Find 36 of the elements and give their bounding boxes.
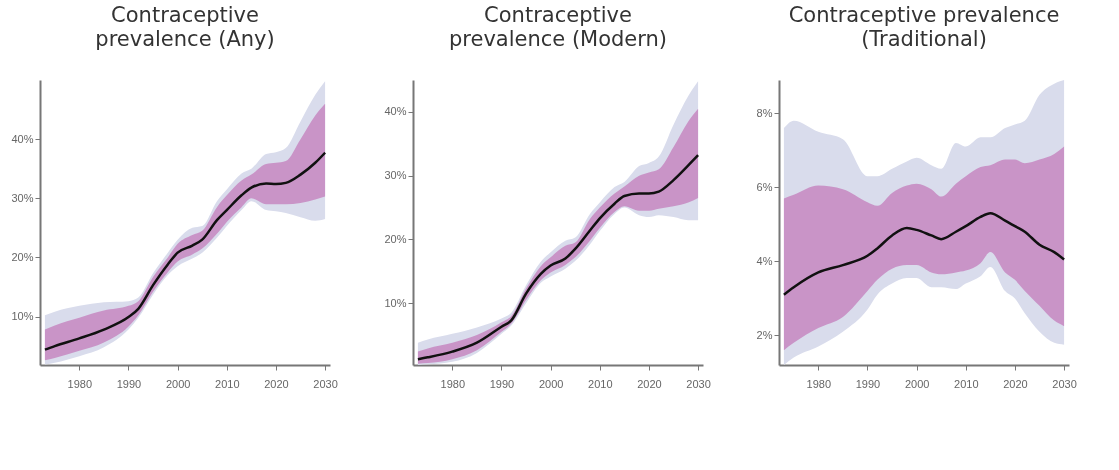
x-tick-label: 1990	[855, 377, 881, 390]
x-tick-label: 2030	[686, 377, 711, 390]
x-tick-label: 1990	[489, 377, 515, 390]
x-tick-label: 2010	[588, 377, 613, 390]
x-tick-label: 1980	[440, 377, 466, 390]
x-tick-label: 2020	[1003, 377, 1028, 390]
y-tick-label: 30%	[384, 169, 407, 182]
x-tick-label: 2010	[215, 377, 240, 390]
y-tick-label: 20%	[11, 250, 34, 263]
x-tick-label: 2030	[313, 377, 338, 390]
y-tick-label: 20%	[384, 232, 407, 245]
y-tick-label: 10%	[384, 296, 407, 309]
line-series	[43, 151, 327, 351]
x-tick-label: 2000	[538, 377, 564, 390]
y-tick-label: 10%	[11, 310, 34, 323]
x-tick-label: 1980	[806, 377, 832, 390]
x-tick-label: 2030	[1052, 377, 1077, 390]
x-tick-label: 1980	[67, 377, 93, 390]
x-tick-label: 2010	[954, 377, 979, 390]
line-series	[782, 212, 1066, 296]
chart-title: Contraceptive prevalence (Modern)	[448, 3, 668, 51]
x-tick-label: 1990	[116, 377, 142, 390]
y-tick-label: 40%	[384, 105, 407, 118]
line-series	[416, 153, 700, 361]
y-tick-label: 2%	[756, 328, 773, 341]
x-tick-label: 2000	[904, 377, 930, 390]
chart-title: Contraceptive prevalence (Traditional)	[788, 3, 1060, 51]
y-tick-label: 4%	[756, 254, 773, 267]
y-tick-label: 8%	[756, 106, 773, 119]
x-tick-label: 2020	[264, 377, 289, 390]
y-tick-label: 30%	[11, 191, 34, 204]
chart-title: Contraceptive prevalence (Any)	[95, 3, 275, 51]
y-tick-label: 40%	[11, 132, 34, 145]
x-tick-label: 2020	[637, 377, 662, 390]
y-tick-label: 6%	[756, 180, 773, 193]
x-tick-label: 2000	[165, 377, 191, 390]
